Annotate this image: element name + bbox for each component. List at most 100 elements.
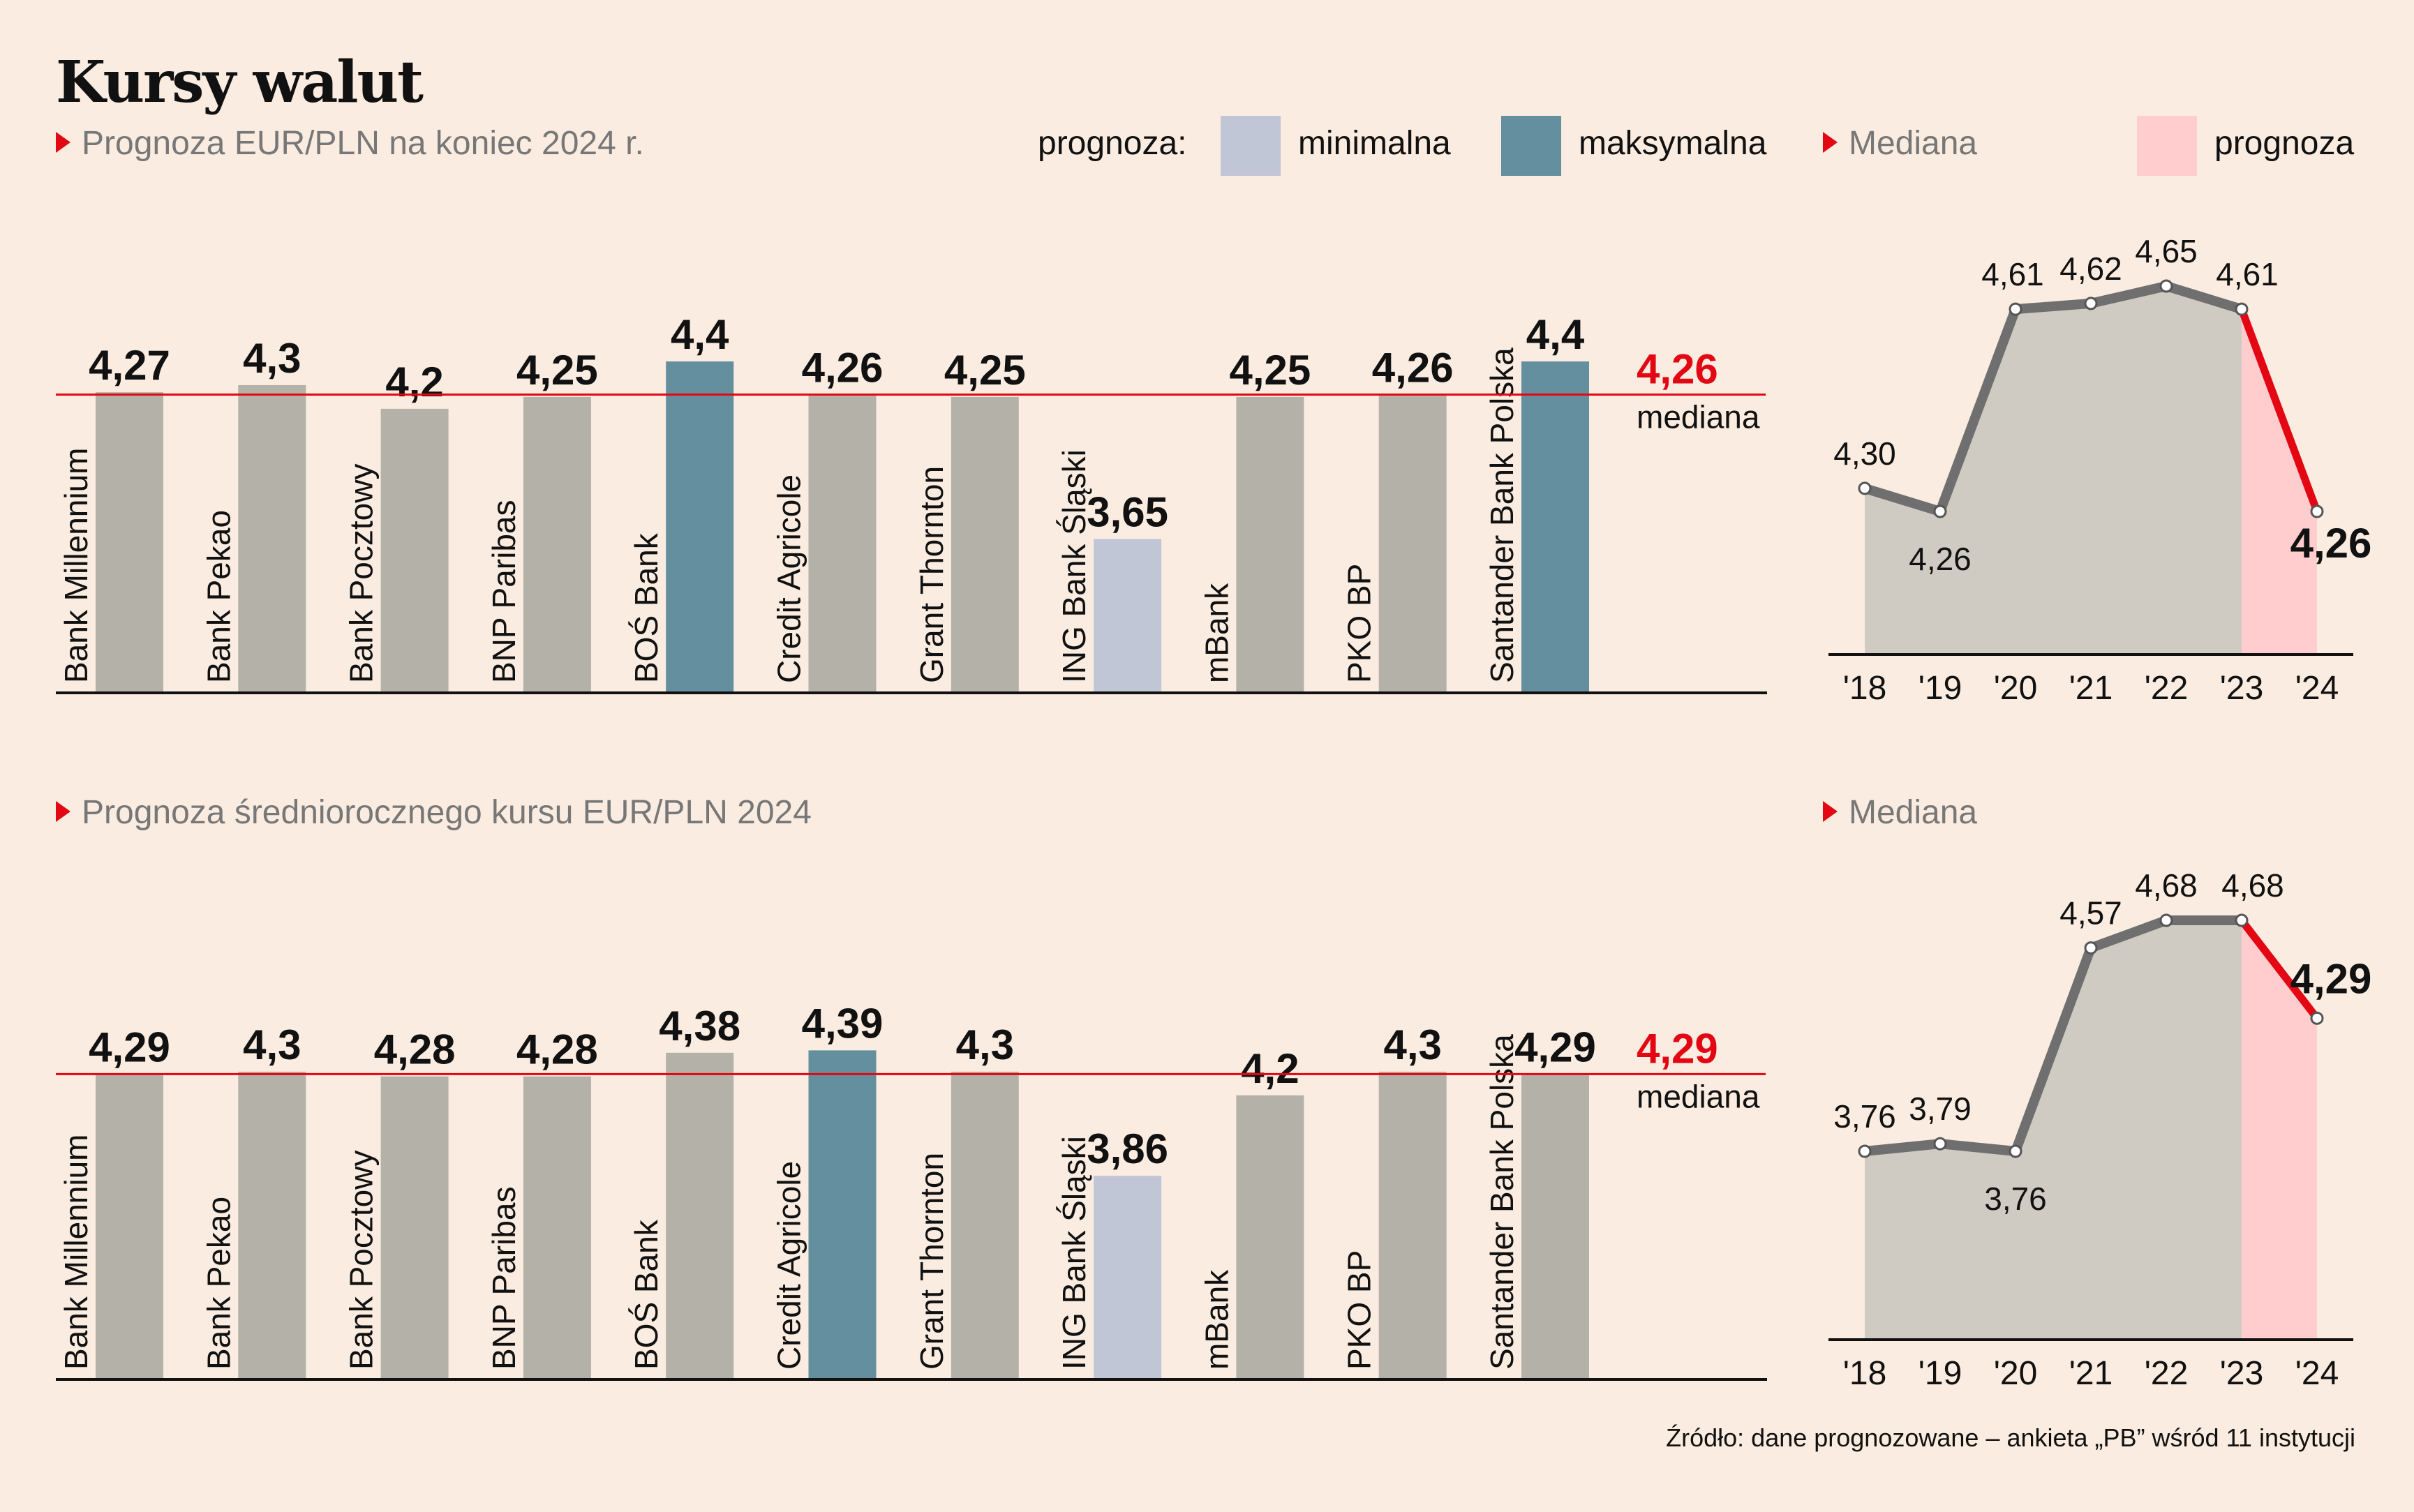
bar-category-label-0-6: Grant Thornton (914, 466, 950, 683)
data-point-1-6 (2310, 504, 2324, 518)
bar-category-label-2-9: PKO BP (1341, 1250, 1378, 1370)
triangle-marker-icon (1823, 132, 1838, 153)
x-tick-label-1-3: '21 (2069, 670, 2113, 707)
bar-0-3 (523, 396, 591, 693)
point-value-label-1-4: 4,65 (2135, 233, 2198, 269)
data-point-1-1 (1933, 504, 1947, 518)
median-caption-0: mediana (1637, 399, 1760, 435)
bar-value-label-2-3: 4,28 (516, 1026, 598, 1073)
point-value-label-3-0: 3,76 (1833, 1098, 1896, 1135)
bar-value-label-2-9: 4,3 (1383, 1021, 1441, 1068)
bar-0-5 (808, 394, 877, 693)
bar-category-label-2-8: mBank (1198, 1269, 1235, 1370)
x-tick-label-1-6: '24 (2295, 670, 2339, 707)
history-line-1 (1860, 281, 2247, 516)
history-area-3 (1865, 920, 2242, 1340)
bar-0-7 (1094, 539, 1162, 693)
point-value-label-3-2: 3,76 (1984, 1181, 2047, 1217)
bar-0-2 (380, 408, 449, 693)
area-chart-2-title: Mediana (1823, 793, 1977, 832)
bar-0-10 (1521, 361, 1589, 693)
bar-value-label-2-7: 3,86 (1087, 1125, 1168, 1172)
bar-chart-2-title-text: Prognoza średniorocznego kursu EUR/PLN 2… (82, 794, 812, 831)
bar-2-1 (238, 1071, 306, 1379)
bar-chart-2-title: Prognoza średniorocznego kursu EUR/PLN 2… (56, 793, 812, 832)
bar-2-0 (96, 1074, 163, 1379)
page-title: Kursy walut (56, 49, 424, 116)
point-value-label-1-2: 4,61 (1981, 256, 2044, 292)
bar-value-label-0-8: 4,25 (1230, 347, 1311, 394)
bar-category-label-0-7: ING Bank Śląski (1056, 449, 1092, 683)
bar-value-label-0-3: 4,25 (516, 347, 598, 394)
point-value-label-3-6: 4,29 (2290, 955, 2372, 1002)
area-chart-2-title-text: Mediana (1849, 794, 1978, 831)
legend-min-label: minimalna (1298, 125, 1451, 162)
bar-2-9 (1378, 1071, 1447, 1379)
forecast-line-3 (2237, 916, 2321, 1022)
x-tick-label-3-3: '21 (2069, 1355, 2113, 1392)
point-value-label-1-5: 4,61 (2216, 256, 2279, 292)
legend-forecast-label: prognoza (2214, 125, 2355, 162)
bar-category-label-0-10: Santander Bank Polska (1484, 347, 1520, 683)
bar-value-label-0-5: 4,26 (802, 345, 884, 391)
bar-category-label-0-4: BOŚ Bank (628, 532, 664, 683)
bar-category-label-2-7: ING Bank Śląski (1056, 1136, 1092, 1370)
data-point-3-1 (1933, 1137, 1947, 1151)
bar-value-label-2-8: 4,2 (1241, 1045, 1299, 1092)
bar-category-label-2-0: Bank Millennium (58, 1135, 94, 1370)
bar-value-label-0-10: 4,4 (1526, 311, 1585, 358)
bar-category-label-2-3: BNP Paribas (486, 1186, 522, 1370)
data-point-3-0 (1858, 1144, 1872, 1158)
bar-category-label-2-10: Santander Bank Polska (1484, 1034, 1520, 1370)
bar-value-label-0-0: 4,27 (89, 342, 170, 389)
bar-value-label-0-7: 3,65 (1087, 488, 1168, 535)
bar-2-7 (1094, 1176, 1162, 1379)
history-area-1 (1865, 286, 2242, 654)
point-value-label-3-3: 4,57 (2059, 895, 2122, 931)
x-tick-label-3-2: '20 (1994, 1355, 2038, 1392)
triangle-marker-icon (1823, 801, 1838, 822)
x-tick-label-3-1: '19 (1918, 1355, 1962, 1392)
bar-category-label-2-2: Bank Pocztowy (343, 1151, 380, 1370)
point-value-label-1-3: 4,62 (2059, 250, 2122, 287)
legend-swatch-max (1501, 116, 1561, 176)
bar-category-label-0-5: Credit Agricole (771, 474, 807, 683)
legend-max-label: maksymalna (1579, 125, 1767, 162)
bar-0-4 (666, 361, 734, 693)
bar-chart-1-title-text: Prognoza EUR/PLN na koniec 2024 r. (82, 125, 644, 162)
bar-chart-1-title: Prognoza EUR/PLN na koniec 2024 r. (56, 124, 644, 163)
point-value-label-1-6: 4,26 (2290, 520, 2372, 567)
x-tick-label-1-4: '22 (2145, 670, 2189, 707)
bar-0-9 (1378, 394, 1447, 693)
bar-2-8 (1236, 1095, 1304, 1379)
data-point-3-6 (2310, 1011, 2324, 1025)
x-tick-label-1-2: '20 (1994, 670, 2038, 707)
data-point-1-5 (2235, 302, 2249, 316)
median-value-label-0: 4,26 (1637, 346, 1718, 393)
point-value-label-3-1: 3,79 (1909, 1091, 1972, 1127)
forecast-line-1 (2237, 305, 2321, 516)
point-value-label-3-4: 4,68 (2135, 867, 2198, 904)
bar-value-label-2-1: 4,3 (243, 1021, 301, 1068)
x-tick-label-1-1: '19 (1918, 670, 1962, 707)
history-line-3 (1860, 915, 2247, 1156)
data-point-1-2 (2009, 302, 2022, 316)
point-value-label-1-0: 4,30 (1833, 435, 1896, 472)
data-point-3-3 (2084, 941, 2098, 955)
bar-0-8 (1236, 396, 1304, 693)
bar-category-label-0-8: mBank (1198, 583, 1235, 683)
x-tick-label-3-5: '23 (2220, 1355, 2264, 1392)
bar-2-6 (951, 1071, 1019, 1379)
triangle-marker-icon (56, 801, 70, 822)
bar-value-label-0-4: 4,4 (671, 311, 729, 358)
data-point-1-0 (1858, 481, 1872, 495)
forecast-area-3 (2242, 920, 2317, 1340)
point-value-label-1-1: 4,26 (1909, 541, 1972, 577)
area-chart-1-title-text: Mediana (1849, 125, 1978, 162)
data-point-1-3 (2084, 297, 2098, 310)
median-value-label-2: 4,29 (1637, 1025, 1718, 1072)
bar-value-label-2-0: 4,29 (89, 1024, 170, 1070)
x-tick-label-3-4: '22 (2145, 1355, 2189, 1392)
bar-category-label-0-2: Bank Pocztowy (343, 464, 380, 683)
